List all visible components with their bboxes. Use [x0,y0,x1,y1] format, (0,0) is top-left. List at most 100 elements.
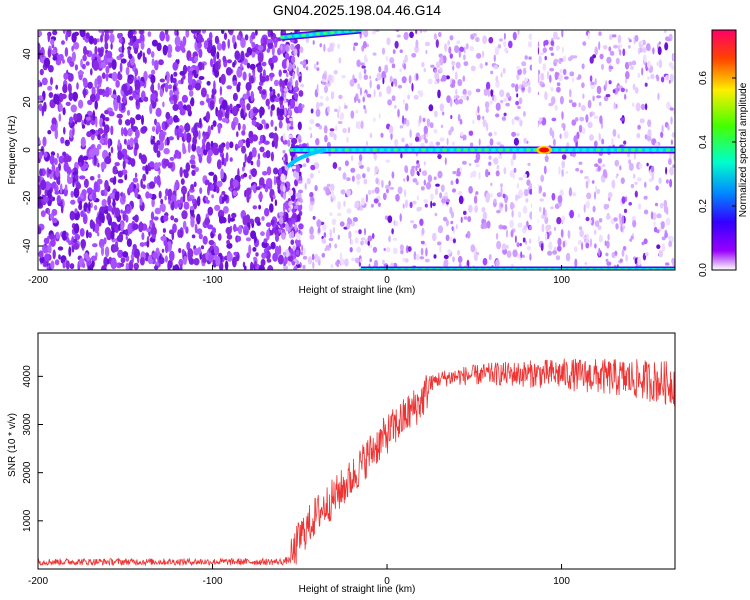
noise-speck [285,212,289,222]
noise-speck [602,164,606,167]
noise-speck [463,46,466,54]
noise-speck [183,130,187,141]
noise-speck [366,93,372,98]
noise-speck [162,101,165,108]
noise-speck [356,59,361,68]
noise-speck [246,192,250,203]
ridge-bead [379,148,385,152]
noise-speck [309,191,314,198]
noise-speck [289,126,294,130]
noise-speck [476,114,481,121]
noise-speck [126,238,132,248]
noise-speck [245,81,252,91]
noise-speck [316,101,320,110]
noise-speck [359,62,365,66]
noise-speck [440,78,444,82]
noise-speck [309,172,314,179]
noise-speck [270,196,274,202]
noise-speck [400,153,403,159]
noise-speck [569,88,572,98]
noise-speck [100,245,105,257]
noise-speck [419,256,425,260]
noise-speck [608,46,612,52]
noise-speck [440,184,445,193]
noise-speck [488,161,492,166]
noise-speck [352,45,356,52]
noise-speck [643,209,649,215]
noise-speck [229,177,235,189]
noise-speck [123,129,128,137]
noise-speck [41,105,44,117]
noise-speck [82,213,88,225]
noise-speck [246,103,251,111]
noise-speck [500,186,503,196]
noise-speck [261,216,265,221]
noise-speck [329,130,335,138]
noise-speck [169,89,174,98]
noise-speck [373,259,379,268]
noise-speck [485,122,489,132]
noise-speck [110,221,118,228]
noise-speck [598,247,601,257]
noise-speck [150,138,155,145]
noise-speck [170,100,175,105]
noise-speck [607,233,610,241]
noise-speck [172,61,179,71]
noise-speck [180,178,185,185]
noise-speck [121,43,125,54]
noise-speck [104,179,109,191]
noise-speck [436,241,442,246]
noise-speck [210,124,214,131]
noise-speck [207,149,213,157]
noise-speck [669,178,673,188]
noise-speck [589,111,593,118]
noise-speck [196,33,203,43]
noise-speck [327,105,330,114]
noise-speck [598,101,602,107]
noise-speck [51,163,56,173]
noise-speck [417,172,420,177]
noise-speck [300,198,303,203]
noise-speck [40,210,46,218]
ridge-bead [344,30,350,33]
noise-speck [331,190,334,199]
spectrogram-speckle [38,30,675,270]
noise-speck [204,135,207,142]
noise-speck [190,184,195,191]
noise-speck [494,46,500,56]
noise-speck [117,73,123,81]
noise-speck [385,159,391,163]
noise-speck [472,33,477,37]
noise-speck [672,164,675,168]
noise-speck [261,119,266,125]
noise-speck [138,222,144,233]
noise-speck [219,195,223,205]
noise-speck [50,123,57,132]
noise-speck [167,260,171,270]
noise-speck [54,175,61,181]
noise-speck [422,117,426,123]
noise-speck [326,141,331,148]
noise-speck [62,107,66,116]
noise-speck [321,238,327,244]
noise-speck [98,48,104,58]
ridge-bead [337,148,343,152]
noise-speck [563,124,566,132]
noise-speck [467,216,472,223]
noise-speck [515,195,521,199]
noise-speck [201,30,207,34]
noise-speck [363,74,368,80]
noise-speck [182,192,186,204]
noise-speck [56,152,60,159]
noise-speck [330,183,335,192]
noise-speck [309,226,314,235]
noise-speck [237,122,241,131]
noise-speck [243,229,249,236]
noise-speck [213,174,218,184]
noise-speck [326,81,332,87]
noise-speck [285,52,290,59]
noise-speck [654,202,659,207]
noise-speck [118,118,123,126]
noise-speck [85,50,90,55]
